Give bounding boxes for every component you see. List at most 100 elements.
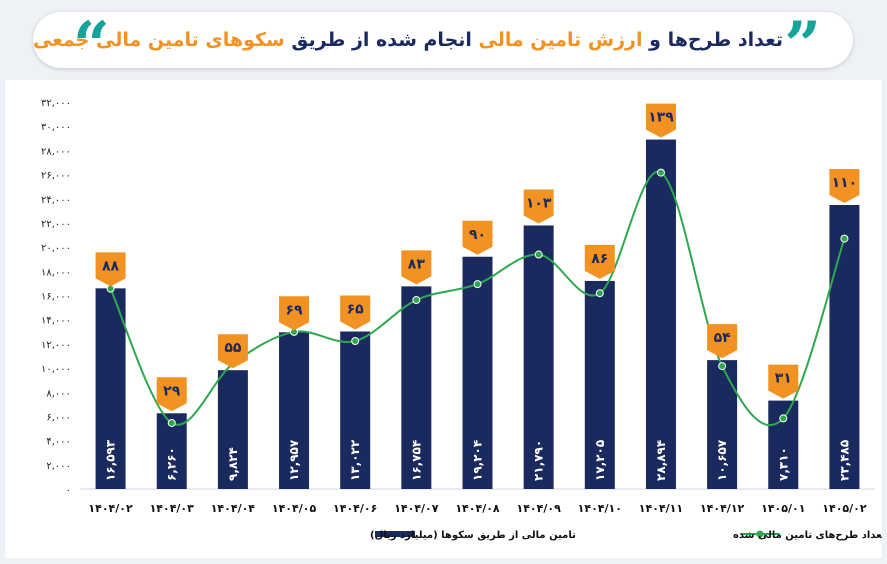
bar-4 (340, 331, 371, 489)
count-callout-label: ۱۰۳ (526, 195, 552, 211)
bar-value-label: ۱۰,۶۵۷ (715, 439, 729, 481)
count-callout-0 (95, 252, 126, 287)
count-point-11 (779, 414, 788, 423)
x-tick-label: ۱۴۰۴/۱۲ (700, 502, 745, 515)
count-callout-label: ۱۱۰ (832, 175, 858, 191)
bar-12 (829, 204, 860, 489)
x-tick-label: ۱۴۰۴/۱۱ (639, 502, 683, 515)
x-tick-label: ۱۴۰۴/۰۲ (88, 502, 133, 515)
count-point-5 (412, 296, 421, 305)
title-part-3: انجام شده از طریق (291, 29, 472, 51)
x-tick-label: ۱۴۰۴/۰۵ (272, 502, 317, 515)
bar-value-label: ۱۹,۲۰۴ (471, 440, 485, 481)
count-callout-label: ۶۵ (347, 302, 365, 318)
bar-value-label: ۷,۳۱۰ (776, 447, 790, 481)
x-tick-label: ۱۴۰۴/۰۷ (394, 502, 439, 515)
y-tick-label: ۲۴,۰۰۰ (41, 195, 71, 206)
y-tick-label: ۱۴,۰۰۰ (41, 316, 71, 327)
count-callout-8 (584, 244, 615, 279)
y-tick-label: ۲۶,۰۰۰ (41, 171, 71, 182)
bar-3 (279, 332, 310, 489)
count-point-6 (473, 280, 482, 289)
y-tick-label: ۲۰,۰۰۰ (41, 243, 71, 254)
quote-close-icon: ” (784, 8, 821, 83)
chart-canvas: ۰ ۲,۰۰۰ ۴,۰۰۰ ۶,۰۰۰ ۸,۰۰۰ ۱۰,۰۰۰ ۱۲,۰۰۰ ۱۴,۰۰۰ ۱… (41, 98, 882, 541)
y-tick-label: ۱۲,۰۰۰ (41, 340, 71, 351)
bar-value-label: ۶,۲۶۰ (165, 447, 179, 481)
x-tick-label: ۱۴۰۴/۰۳ (150, 502, 195, 515)
y-tick-label: ۱۰,۰۰۰ (41, 364, 71, 375)
count-callout-label: ۱۳۹ (648, 110, 674, 126)
bar-value-label: ۱۶,۵۹۳ (104, 439, 118, 481)
legend-line-label: تعداد طرح‌های تامین مالی شده (733, 530, 882, 541)
count-line (109, 170, 846, 426)
count-point-8 (595, 289, 604, 298)
count-callout-label: ۸۶ (591, 251, 608, 267)
legend-line-marker (756, 530, 764, 538)
legend-bar-label: تامین مالی از طریق سکوها (میلیارد ریال) (370, 530, 576, 541)
count-point-7 (534, 250, 543, 259)
count-callout-12 (829, 168, 860, 203)
count-callout-9 (645, 103, 676, 138)
count-callout-label: ۲۹ (163, 383, 181, 399)
y-tick-label: ۴,۰۰۰ (46, 437, 71, 448)
bar-value-label: ۹,۸۲۴ (226, 447, 240, 481)
bar-value-label: ۲۱,۷۹۰ (532, 440, 546, 481)
chart-panel: ۰ ۲,۰۰۰ ۴,۰۰۰ ۶,۰۰۰ ۸,۰۰۰ ۱۰,۰۰۰ ۱۲,۰۰۰ ۱۴,۰۰۰ ۱… (5, 80, 882, 558)
x-tick-label: ۱۴۰۵/۰۱ (761, 502, 805, 515)
bar-9 (645, 139, 676, 490)
bar-7 (523, 225, 554, 490)
bar-value-label: ۲۸,۸۹۴ (654, 440, 668, 481)
y-tick-label: ۲۲,۰۰۰ (41, 219, 71, 230)
count-callout-6 (462, 220, 493, 255)
chart-title: تعداد طرح‌ها و ارزش تامین مالی انجام شده… (33, 12, 783, 68)
y-tick-label: ۱۶,۰۰۰ (41, 292, 71, 303)
title-part-4: سکوهای تامین مالی جمعی (33, 29, 285, 51)
count-callout-label: ۳۱ (775, 371, 792, 387)
title-bar: “ تعداد طرح‌ها و ارزش تامین مالی انجام ش… (33, 12, 853, 78)
count-callout-label: ۵۵ (224, 340, 242, 356)
count-callout-3 (279, 296, 310, 331)
bar-8 (584, 280, 615, 489)
title-part-2: ارزش تامین مالی (478, 29, 643, 51)
y-tick-label: ۶,۰۰۰ (46, 412, 71, 423)
x-tick-label: ۱۴۰۴/۰۸ (455, 502, 500, 515)
count-callout-label: ۸۳ (408, 256, 426, 272)
count-callout-4 (340, 295, 371, 330)
count-callout-10 (707, 324, 738, 359)
count-callout-5 (401, 250, 432, 285)
y-tick-label: ۸,۰۰۰ (46, 388, 71, 399)
x-tick-label: ۱۴۰۴/۱۰ (578, 502, 622, 515)
y-tick-label: ۲,۰۰۰ (46, 461, 71, 472)
x-tick-label: ۱۴۰۴/۰۶ (333, 502, 377, 515)
bar-value-label: ۱۷,۲۰۵ (593, 440, 607, 481)
x-tick-label: ۱۴۰۵/۰۲ (822, 502, 867, 515)
y-tick-label: ۰ (66, 485, 71, 496)
bar-value-label: ۱۳,۰۲۲ (348, 439, 362, 481)
count-callout-11 (768, 364, 799, 399)
bar-value-label: ۱۲,۹۵۷ (287, 439, 301, 481)
count-point-10 (718, 362, 727, 371)
bar-value-label: ۱۶,۷۵۴ (409, 440, 423, 481)
bar-2 (217, 370, 248, 489)
count-point-12 (840, 234, 849, 243)
bar-0 (95, 288, 126, 489)
count-callout-7 (523, 189, 554, 224)
title-part-1: تعداد طرح‌ها و (649, 29, 783, 51)
y-tick-label: ۳۲,۰۰۰ (41, 98, 71, 109)
bar-6 (462, 256, 493, 489)
count-callout-label: ۶۹ (285, 302, 303, 318)
bar-10 (707, 360, 738, 489)
y-tick-label: ۲۸,۰۰۰ (41, 146, 71, 157)
y-tick-label: ۱۸,۰۰۰ (41, 267, 71, 278)
bar-5 (401, 286, 432, 489)
count-callout-label: ۸۸ (102, 258, 120, 274)
count-callout-1 (156, 377, 187, 412)
x-tick-label: ۱۴۰۴/۰۹ (516, 502, 561, 515)
legend-bar-swatch (375, 531, 415, 537)
count-point-9 (656, 168, 665, 177)
y-tick-label: ۳۰,۰۰۰ (41, 122, 71, 133)
count-callout-label: ۹۰ (469, 227, 486, 243)
count-point-4 (351, 337, 360, 346)
count-callout-label: ۵۴ (714, 330, 732, 346)
